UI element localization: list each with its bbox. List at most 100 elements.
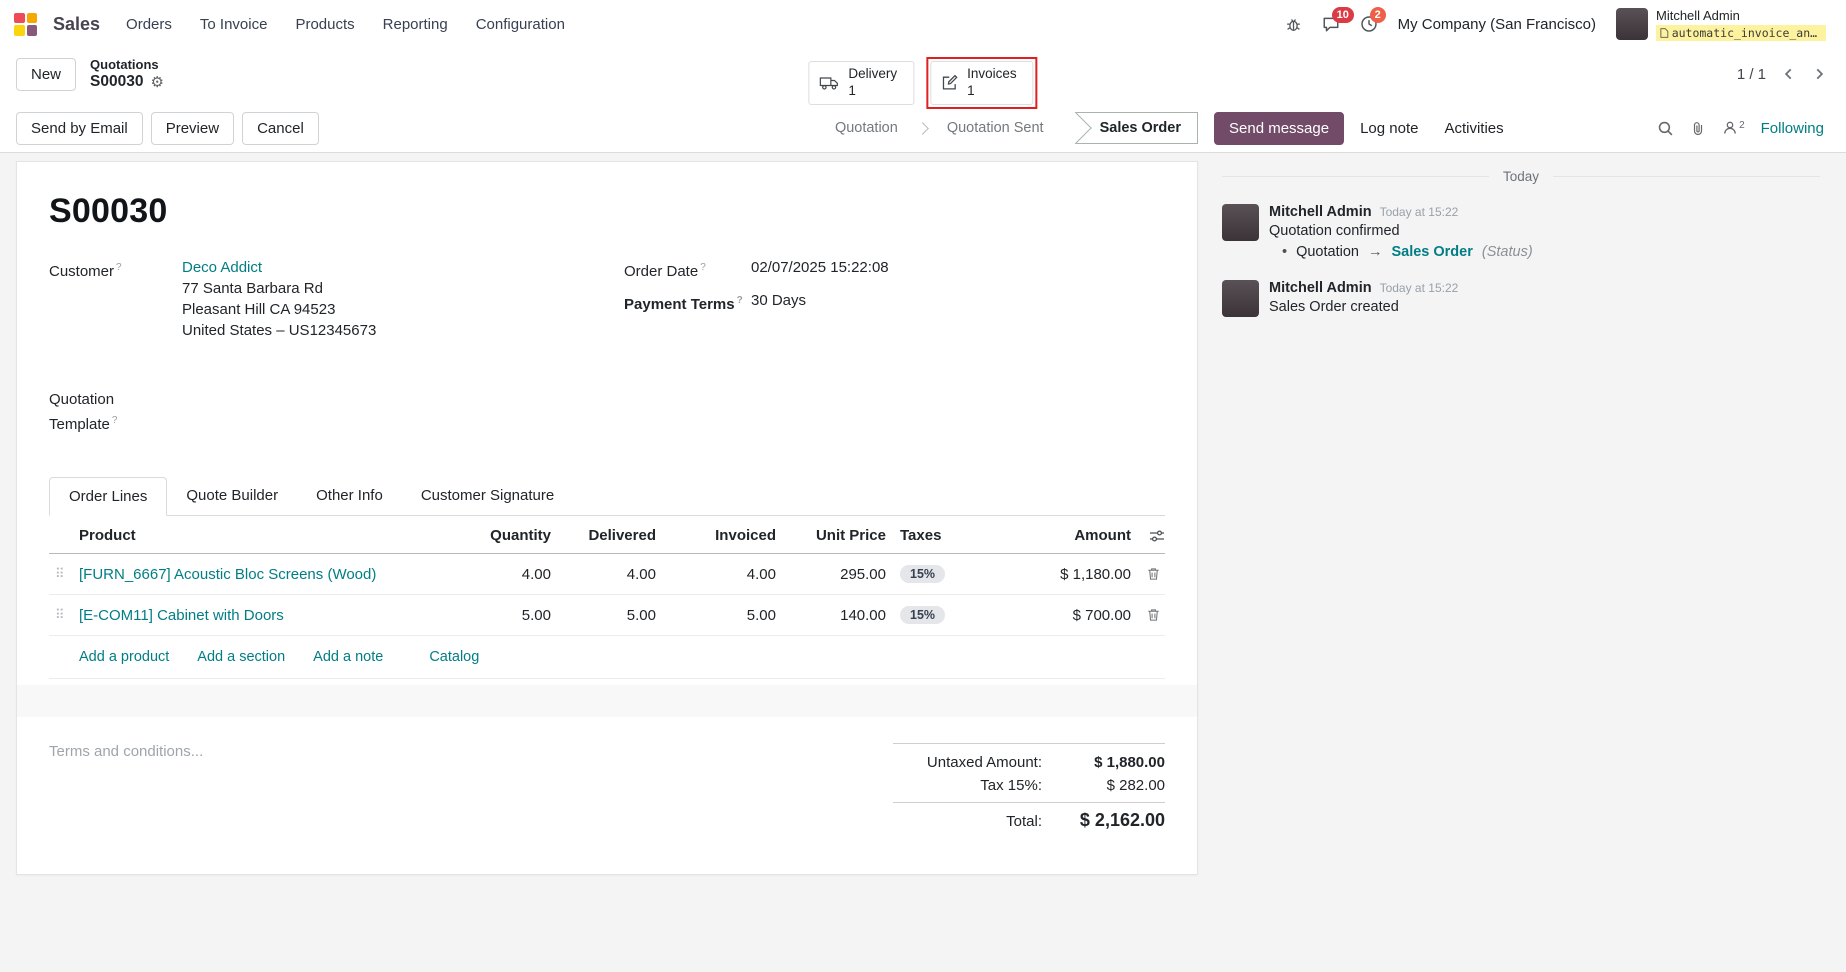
delivery-stat-button[interactable]: Delivery 1 (808, 61, 915, 105)
debug-bug-icon[interactable] (1285, 16, 1302, 33)
send-by-email-button[interactable]: Send by Email (16, 111, 143, 145)
terms-and-conditions-field[interactable]: Terms and conditions... (49, 743, 204, 760)
delete-row-icon[interactable] (1131, 607, 1165, 623)
status-bar: Quotation Quotation Sent Sales Order (819, 112, 1198, 144)
menu-products[interactable]: Products (295, 15, 355, 33)
optional-columns-icon[interactable] (1131, 529, 1165, 543)
tab-other-info[interactable]: Other Info (316, 487, 383, 504)
pager-value: 1 / 1 (1736, 65, 1766, 83)
delivered-cell[interactable]: 4.00 (626, 565, 656, 583)
cancel-button[interactable]: Cancel (242, 111, 319, 145)
breadcrumb-quotations[interactable]: Quotations (90, 57, 159, 72)
col-delivered[interactable]: Delivered (588, 527, 656, 544)
customer-label: Customer? (49, 262, 122, 280)
chevron-separator-icon (915, 121, 929, 135)
quantity-cell[interactable]: 4.00 (521, 565, 551, 583)
payment-terms-label: Payment Terms? (624, 295, 743, 313)
col-amount[interactable]: Amount (1074, 527, 1131, 544)
add-section-link[interactable]: Add a section (197, 649, 286, 665)
notebook-tabs: Order Lines Quote Builder Other Info Cus… (49, 477, 1165, 516)
status-quotation[interactable]: Quotation (834, 120, 898, 136)
amount-cell: $ 700.00 (1072, 606, 1131, 624)
activities-clock-icon[interactable]: 2 (1360, 7, 1386, 33)
log-note-button[interactable]: Log note (1350, 113, 1428, 144)
apps-menu-icon[interactable] (14, 12, 37, 36)
unit-price-cell[interactable]: 140.00 (840, 606, 886, 624)
menu-orders[interactable]: Orders (126, 15, 172, 33)
user-name: Mitchell Admin (1656, 7, 1740, 23)
menu-to-invoice[interactable]: To Invoice (199, 15, 268, 33)
order-line-row[interactable]: ⠿ [E-COM11] Cabinet with Doors 5.00 5.00… (49, 595, 1165, 636)
col-product[interactable]: Product (79, 527, 136, 544)
chatter-message: Mitchell Admin Today at 15:22 Quotation … (1222, 204, 1820, 260)
status-sales-order[interactable]: Sales Order (1075, 112, 1198, 144)
menu-configuration[interactable]: Configuration (475, 15, 565, 33)
col-taxes[interactable]: Taxes (900, 527, 942, 544)
messages-icon[interactable]: 10 (1322, 7, 1354, 33)
order-date-label: Order Date? (624, 262, 706, 280)
col-invoiced[interactable]: Invoiced (715, 527, 776, 544)
tab-order-lines[interactable]: Order Lines (49, 477, 168, 516)
tracking-value: • Quotation → Sales Order (Status) (1282, 244, 1533, 260)
unit-price-cell[interactable]: 295.00 (840, 565, 886, 583)
new-button[interactable]: New (16, 57, 77, 91)
product-link[interactable]: [E-COM11] Cabinet with Doors (79, 606, 284, 624)
quotation-template-label: Quotation Template? (49, 391, 118, 433)
activities-badge: 2 (1369, 7, 1386, 24)
drag-handle-icon[interactable]: ⠿ (55, 607, 65, 622)
tracking-new-value-link[interactable]: Sales Order (1391, 244, 1473, 260)
preview-button[interactable]: Preview (150, 111, 235, 145)
customer-link[interactable]: Deco Addict (182, 259, 263, 276)
environment-note: automatic_invoice_and_po… (1656, 24, 1826, 41)
invoice-edit-icon (941, 74, 958, 91)
invoices-stat-button[interactable]: Invoices 1 (930, 61, 1034, 105)
send-message-button[interactable]: Send message (1214, 111, 1345, 145)
message-author[interactable]: Mitchell Admin (1269, 280, 1372, 296)
tab-customer-signature[interactable]: Customer Signature (420, 487, 555, 504)
activities-button[interactable]: Activities (1434, 113, 1513, 144)
invoiced-cell[interactable]: 4.00 (746, 565, 776, 583)
product-link[interactable]: [FURN_6667] Acoustic Bloc Screens (Wood) (79, 565, 377, 583)
date-divider: Today (1222, 169, 1820, 184)
pager-next-icon[interactable] (1812, 67, 1826, 81)
user-menu[interactable]: Mitchell Admin automatic_invoice_and_po… (1616, 7, 1826, 41)
delivered-cell[interactable]: 5.00 (626, 606, 656, 624)
drag-handle-icon[interactable]: ⠿ (55, 566, 65, 581)
search-messages-icon[interactable] (1657, 120, 1674, 137)
followers-count: 2 (1739, 120, 1745, 131)
chatter-panel: Today Mitchell Admin Today at 15:22 Quot… (1214, 153, 1846, 337)
chatter-message: Mitchell Admin Today at 15:22 Sales Orde… (1222, 280, 1820, 317)
tab-quote-builder[interactable]: Quote Builder (186, 487, 279, 504)
pager-previous-icon[interactable] (1782, 67, 1796, 81)
breadcrumb-current: S00030 (90, 73, 144, 90)
invoiced-cell[interactable]: 5.00 (746, 606, 776, 624)
attachments-paperclip-icon[interactable] (1690, 120, 1706, 137)
add-product-link[interactable]: Add a product (79, 649, 170, 665)
delete-row-icon[interactable] (1131, 566, 1165, 582)
catalog-link[interactable]: Catalog (429, 649, 480, 665)
col-quantity[interactable]: Quantity (490, 527, 551, 544)
message-avatar[interactable] (1222, 204, 1259, 241)
app-name[interactable]: Sales (53, 13, 101, 34)
gear-icon[interactable]: ⚙ (150, 73, 164, 91)
company-switcher[interactable]: My Company (San Francisco) (1397, 15, 1596, 33)
quantity-cell[interactable]: 5.00 (521, 606, 551, 624)
menu-reporting[interactable]: Reporting (382, 15, 448, 33)
followers-icon[interactable]: 2 (1722, 120, 1745, 136)
col-unit-price[interactable]: Unit Price (815, 527, 886, 544)
message-author[interactable]: Mitchell Admin (1269, 204, 1372, 220)
amount-cell: $ 1,180.00 (1060, 565, 1131, 583)
status-quotation-sent[interactable]: Quotation Sent (946, 120, 1044, 136)
order-lines-table: Product Quantity Delivered Invoiced Unit… (17, 516, 1197, 717)
delivery-stat-label: Delivery (848, 66, 898, 81)
order-date-field[interactable]: 02/07/2025 15:22:08 (751, 259, 889, 276)
payment-terms-field[interactable]: 30 Days (751, 292, 807, 309)
add-note-link[interactable]: Add a note (313, 649, 384, 665)
breadcrumb: Quotations S00030 ⚙ (90, 57, 164, 91)
following-button[interactable]: Following (1760, 119, 1824, 137)
tax-badge[interactable]: 15% (900, 565, 946, 583)
message-avatar[interactable] (1222, 280, 1259, 317)
totals-block: Untaxed Amount: $ 1,880.00 Tax 15%: $ 28… (893, 743, 1165, 834)
tax-badge[interactable]: 15% (900, 606, 946, 624)
order-line-row[interactable]: ⠿ [FURN_6667] Acoustic Bloc Screens (Woo… (49, 554, 1165, 595)
